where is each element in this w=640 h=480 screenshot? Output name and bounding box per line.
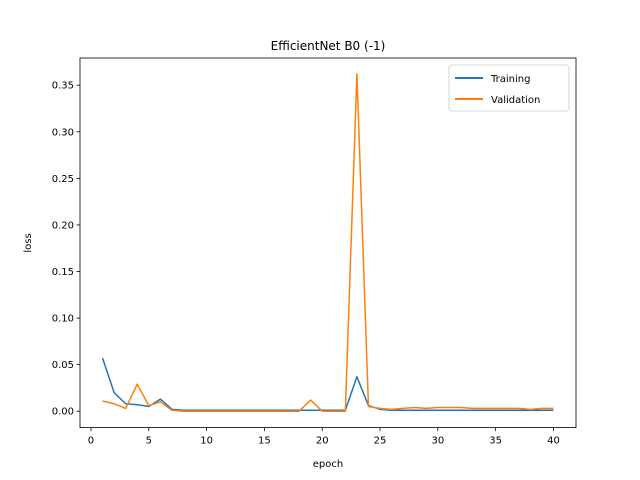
legend-label-training: Training <box>490 74 530 85</box>
y-tick-label: 0.35 <box>52 81 74 92</box>
x-tick-label: 20 <box>316 436 329 447</box>
plot-area <box>101 73 554 412</box>
x-axis-label: epoch <box>313 459 343 470</box>
y-tick-label: 0.00 <box>52 407 74 418</box>
y-tick-label: 0.15 <box>52 267 74 278</box>
chart-title: EfficientNet B0 (-1) <box>271 39 386 53</box>
y-tick-label: 0.10 <box>52 314 74 325</box>
y-axis: 0.00 0.05 0.10 0.15 0.20 0.25 0.30 0.35 <box>52 81 80 418</box>
series-line-validation <box>102 73 554 412</box>
y-tick-label: 0.30 <box>52 127 74 138</box>
x-tick-label: 25 <box>374 436 387 447</box>
x-tick-label: 30 <box>431 436 444 447</box>
series-line-training <box>101 357 554 412</box>
x-tick-label: 0 <box>88 436 94 447</box>
x-tick-label: 35 <box>489 436 502 447</box>
x-axis: 0 5 10 15 20 25 30 35 40 <box>88 427 560 447</box>
x-tick-label: 5 <box>146 436 152 447</box>
legend: Training Validation <box>448 64 570 112</box>
y-axis-label: loss <box>23 233 34 252</box>
y-tick-label: 0.20 <box>52 220 74 231</box>
y-tick-label: 0.25 <box>52 174 74 185</box>
x-tick-label: 15 <box>258 436 271 447</box>
axes-frame <box>79 57 577 429</box>
x-tick-label: 40 <box>547 436 560 447</box>
y-tick-label: 0.05 <box>52 360 74 371</box>
x-tick-label: 10 <box>200 436 213 447</box>
legend-label-validation: Validation <box>491 95 540 106</box>
